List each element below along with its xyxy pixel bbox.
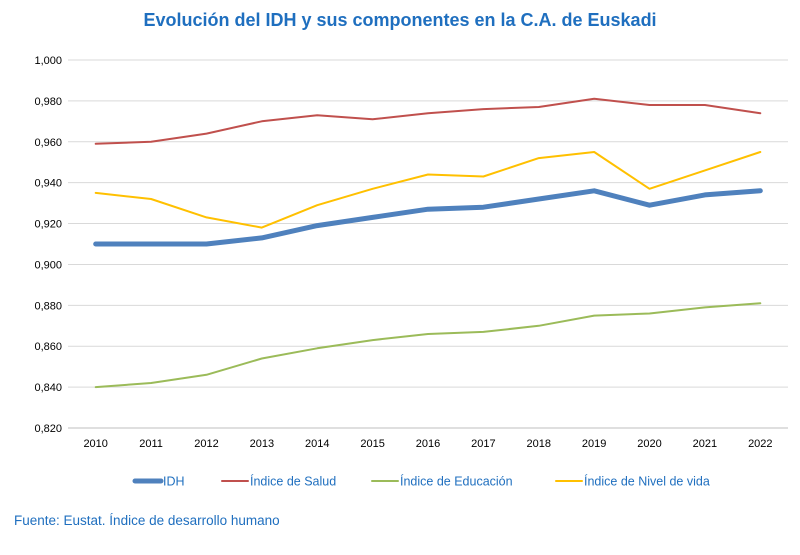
y-tick-label: 0,840 — [34, 382, 62, 394]
y-tick-label: 0,880 — [34, 300, 62, 312]
y-tick-label: 0,980 — [34, 96, 62, 108]
x-tick-label: 2020 — [637, 438, 661, 450]
y-tick-label: 0,960 — [34, 137, 62, 149]
x-tick-label: 2011 — [139, 438, 163, 450]
x-tick-label: 2021 — [693, 438, 717, 450]
y-tick-label: 0,900 — [34, 259, 62, 271]
x-tick-label: 2017 — [471, 438, 495, 450]
chart-title: Evolución del IDH y sus componentes en l… — [143, 10, 657, 30]
y-tick-label: 0,860 — [34, 341, 62, 353]
legend: IDH Índice de Salud Índice de Educación Índ… — [132, 474, 710, 489]
y-tick-label: 0,820 — [34, 423, 62, 435]
x-tick-label: 2010 — [83, 438, 107, 450]
legend-label-educacion: Índice de Educación — [400, 474, 513, 489]
y-tick-label: 0,940 — [34, 178, 62, 190]
y-tick-label: 0,920 — [34, 219, 62, 231]
x-tick-label: 2015 — [360, 438, 384, 450]
legend-label-nivel-vida: Índice de Nivel de vida — [584, 474, 710, 489]
x-tick-label: 2013 — [250, 438, 274, 450]
x-tick-label: 2014 — [305, 438, 329, 450]
series-lines — [93, 97, 763, 389]
x-tick-label: 2012 — [194, 438, 218, 450]
x-tick-label: 2018 — [527, 438, 551, 450]
series-line-nivel-vida — [94, 151, 762, 229]
x-axis-ticks: 2010 2011 2012 2013 2014 2015 2016 2017 2018 2019… — [83, 438, 772, 450]
legend-label-idh: IDH — [163, 475, 185, 489]
source-note: Fuente: Eustat. Índice de desarrollo hum… — [14, 513, 280, 528]
x-tick-label: 2019 — [582, 438, 606, 450]
legend-label-salud: Índice de Salud — [250, 474, 336, 489]
x-tick-label: 2022 — [748, 438, 772, 450]
x-tick-label: 2016 — [416, 438, 440, 450]
y-axis-ticks: 0,820 0,840 0,860 0,880 0,900 0,920 0,940 0,960… — [34, 55, 62, 435]
series-line-idh — [93, 188, 763, 247]
y-tick-label: 1,000 — [34, 55, 62, 67]
series-line-salud — [94, 97, 762, 145]
series-line-educacion — [94, 302, 762, 389]
